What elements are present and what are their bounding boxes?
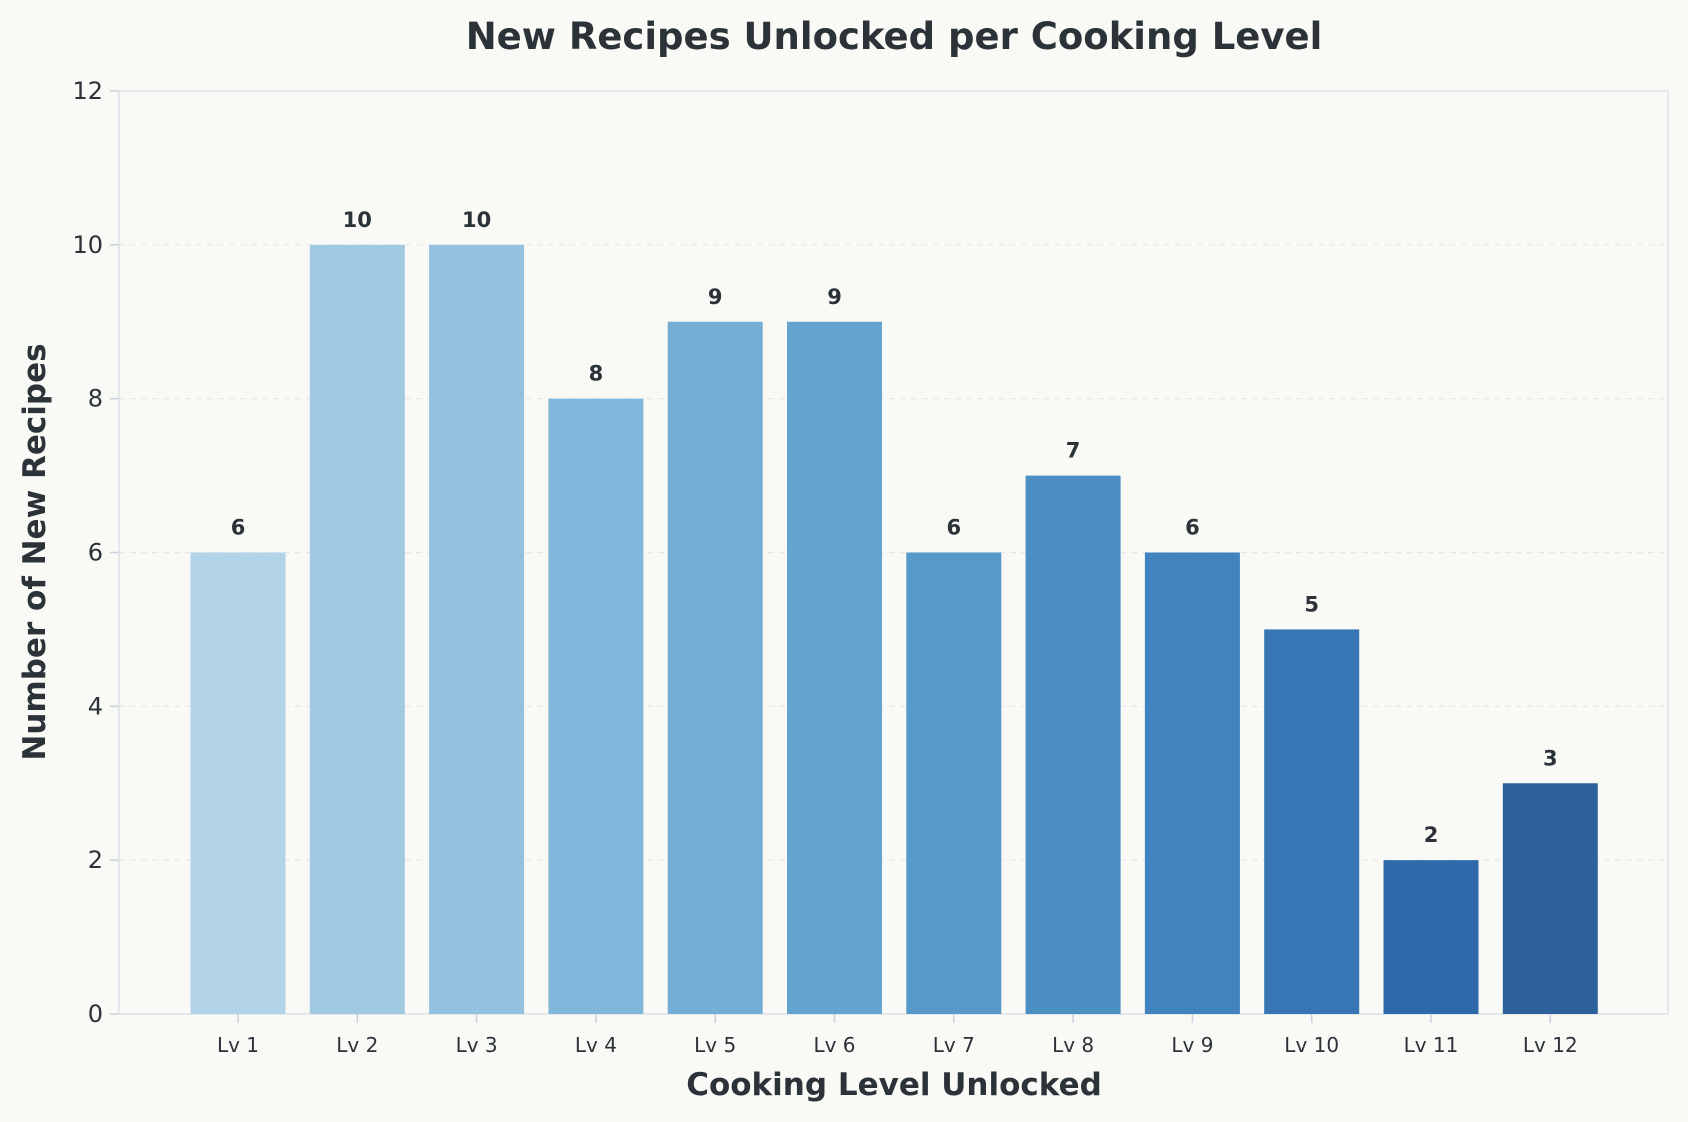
x-tick-label: Lv 11 bbox=[1404, 1033, 1459, 1057]
x-tick-label: Lv 12 bbox=[1523, 1033, 1578, 1057]
y-tick-label: 4 bbox=[88, 692, 103, 720]
y-tick-label: 8 bbox=[88, 385, 103, 413]
bar-8 bbox=[1025, 475, 1121, 1014]
data-label: 8 bbox=[589, 362, 604, 386]
x-tick-label: Lv 4 bbox=[575, 1033, 617, 1057]
x-tick-label: Lv 7 bbox=[933, 1033, 975, 1057]
x-tick-label: Lv 3 bbox=[456, 1033, 498, 1057]
data-label: 5 bbox=[1304, 592, 1319, 616]
bar-3 bbox=[429, 244, 525, 1015]
bar-5 bbox=[667, 321, 763, 1014]
x-tick-label: Lv 5 bbox=[694, 1033, 736, 1057]
bar-2 bbox=[309, 244, 405, 1015]
bar-12 bbox=[1502, 783, 1598, 1014]
y-axis-ticks: 0 2 4 6 8 10 12 bbox=[72, 77, 119, 1028]
bars bbox=[190, 244, 1598, 1015]
x-tick-label: Lv 9 bbox=[1171, 1033, 1213, 1057]
bar-11 bbox=[1383, 860, 1479, 1014]
data-label: 9 bbox=[708, 285, 723, 309]
data-label: 6 bbox=[231, 516, 246, 540]
y-axis-label: Number of New Recipes bbox=[17, 343, 53, 760]
data-label: 7 bbox=[1066, 439, 1081, 463]
y-tick-label: 2 bbox=[88, 846, 103, 874]
data-label: 3 bbox=[1543, 746, 1558, 770]
x-tick-label: Lv 1 bbox=[217, 1033, 259, 1057]
bar-4 bbox=[548, 398, 644, 1015]
x-tick-label: Lv 6 bbox=[813, 1033, 855, 1057]
x-tick-label: Lv 2 bbox=[336, 1033, 378, 1057]
y-tick-label: 6 bbox=[88, 539, 103, 567]
y-tick-label: 10 bbox=[72, 231, 103, 259]
x-tick-label: Lv 10 bbox=[1284, 1033, 1339, 1057]
bar-6 bbox=[787, 321, 882, 1014]
bar-10 bbox=[1264, 629, 1360, 1014]
bar-9 bbox=[1144, 552, 1240, 1014]
data-label: 9 bbox=[827, 285, 842, 309]
data-label: 6 bbox=[1185, 516, 1200, 540]
x-axis-label: Cooking Level Unlocked bbox=[686, 1067, 1102, 1103]
chart-title: New Recipes Unlocked per Cooking Level bbox=[466, 15, 1323, 58]
data-label: 10 bbox=[343, 208, 372, 232]
data-label: 2 bbox=[1424, 823, 1439, 847]
x-tick-label: Lv 8 bbox=[1052, 1033, 1094, 1057]
data-label: 10 bbox=[462, 208, 491, 232]
x-axis-ticks: Lv 1 Lv 2 Lv 3 Lv 4 Lv 5 Lv 6 Lv 7 Lv 8 Lv 9 Lv 1… bbox=[217, 1014, 1578, 1057]
y-tick-label: 0 bbox=[88, 1000, 103, 1028]
bar-7 bbox=[906, 552, 1002, 1014]
y-tick-label: 12 bbox=[72, 77, 103, 105]
bar-1 bbox=[190, 552, 286, 1014]
data-labels: 6 10 10 8 9 9 6 7 6 5 2 3 bbox=[231, 208, 1558, 847]
data-label: 6 bbox=[946, 516, 961, 540]
